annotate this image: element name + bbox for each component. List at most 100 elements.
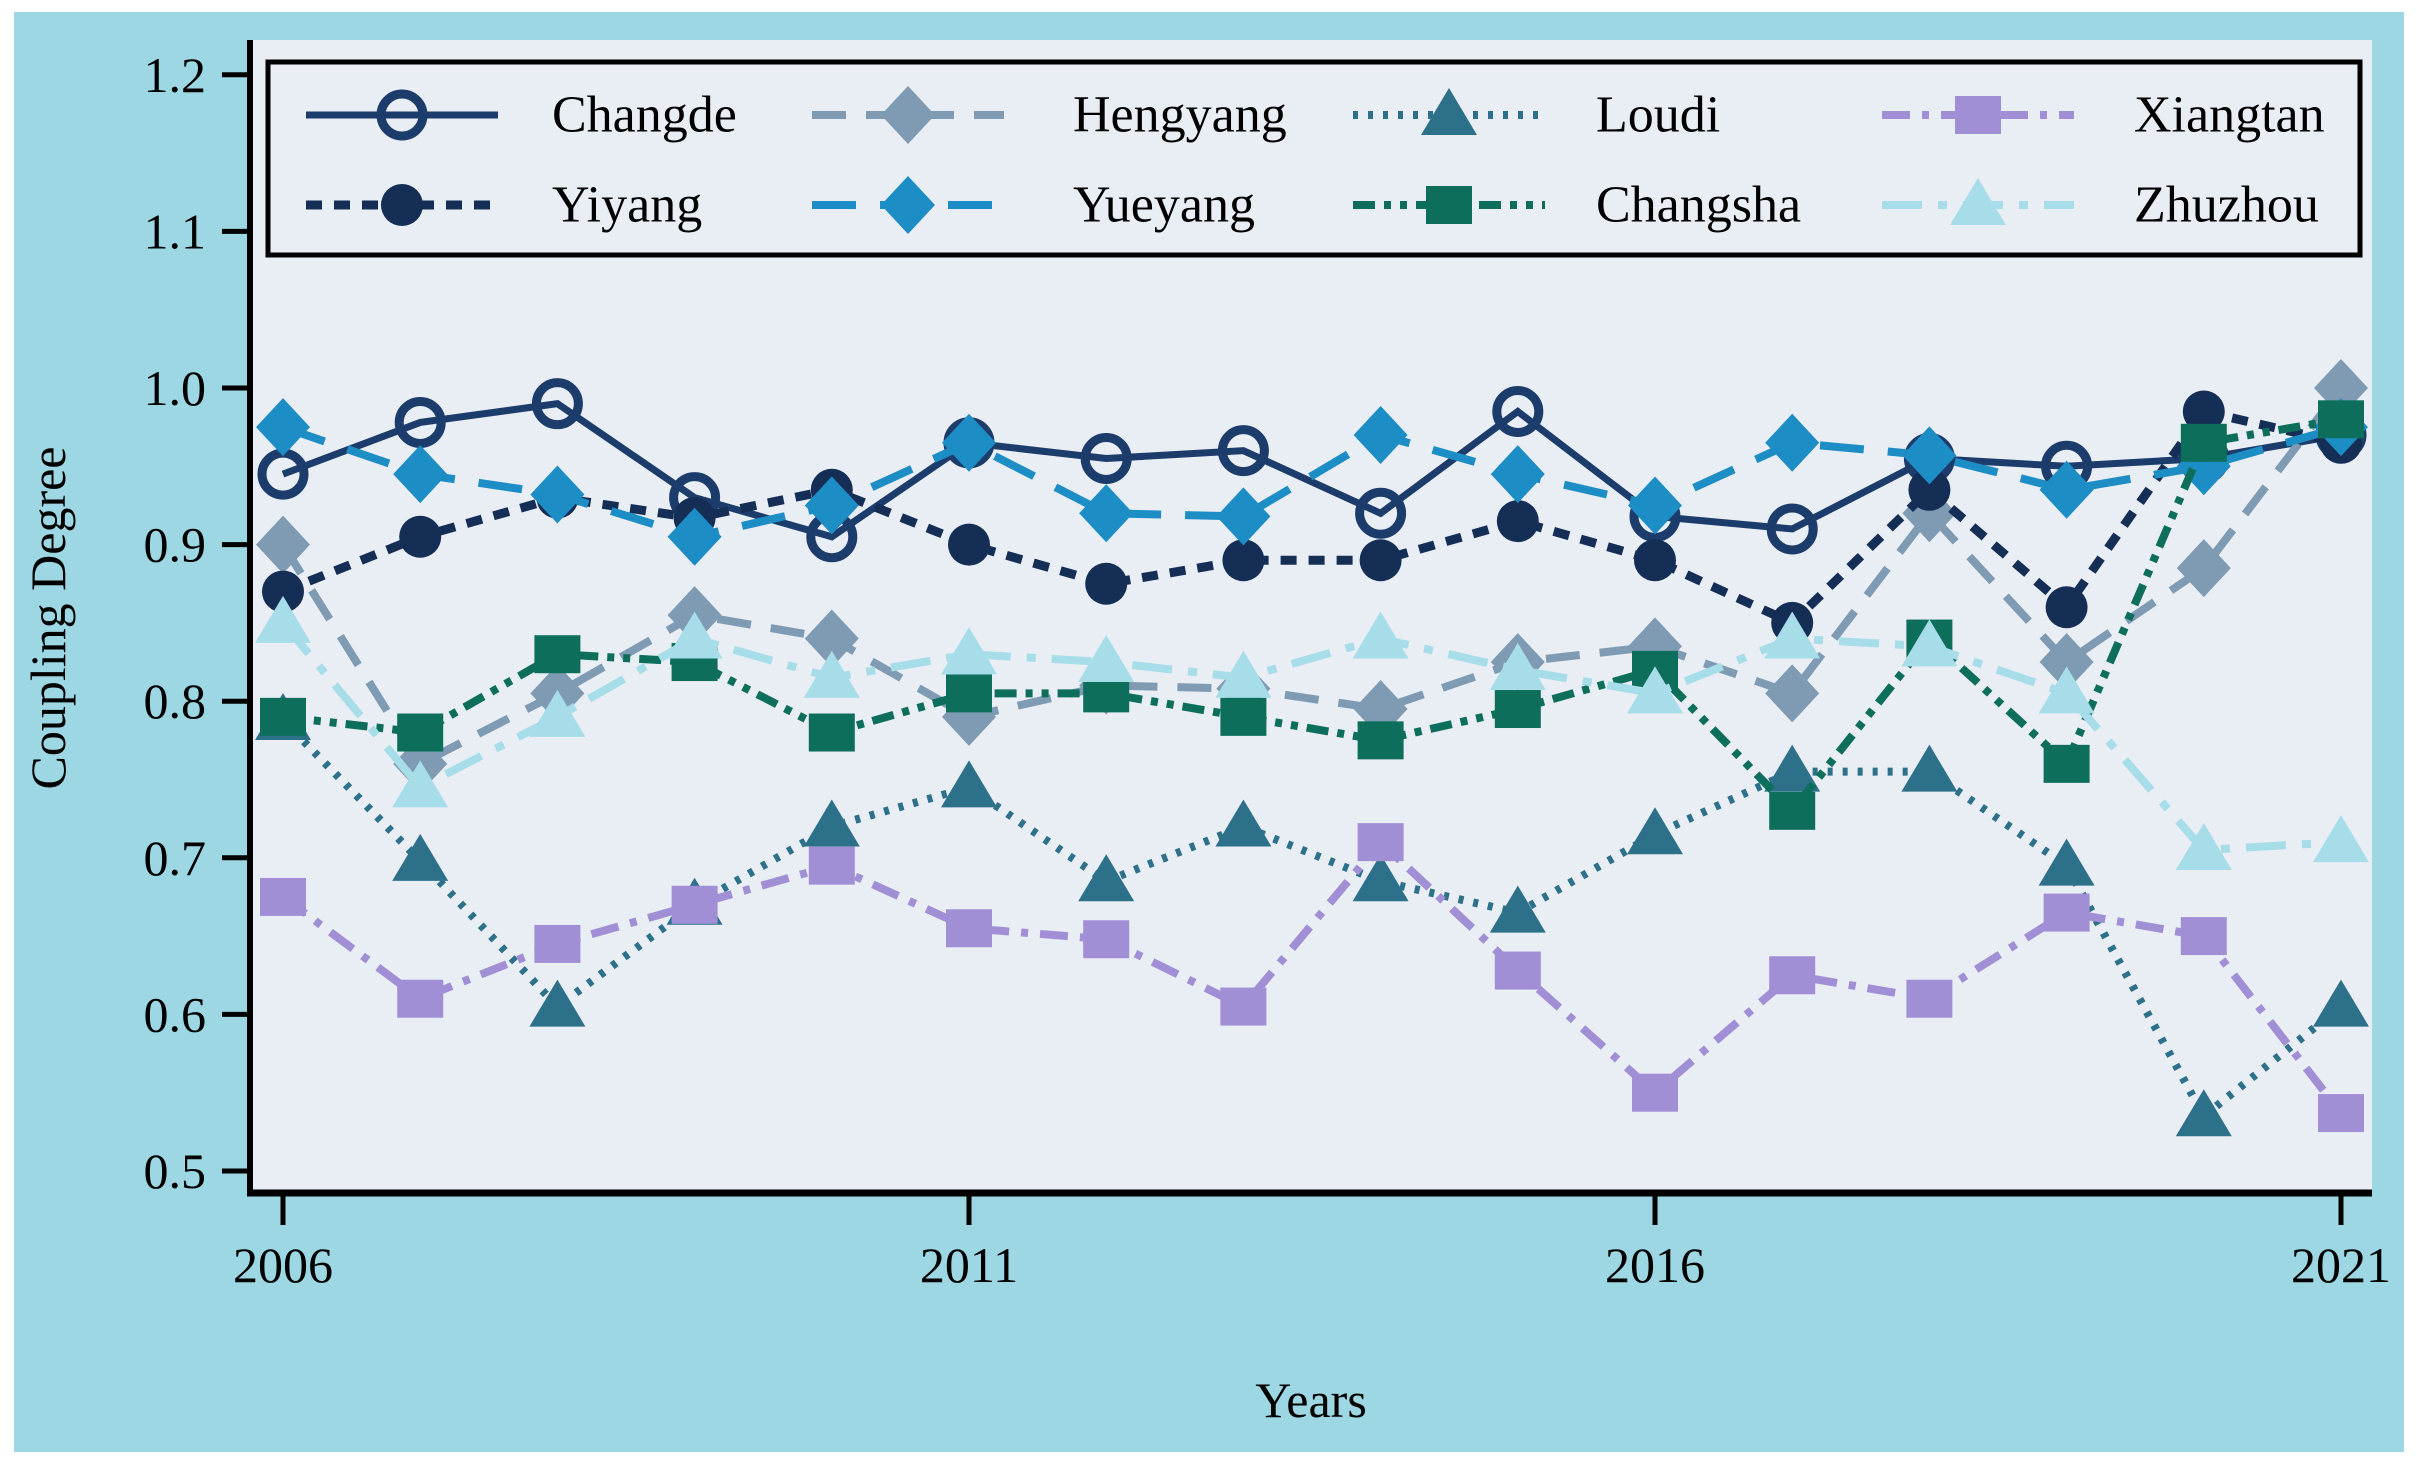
xiangtan-marker-2008	[534, 924, 581, 963]
zhuzhou-marker-2009	[666, 611, 723, 659]
y-tick-label: 0.9	[144, 517, 207, 573]
zhuzhou-marker-2021	[2313, 815, 2369, 863]
y-tick-label: 1.2	[144, 47, 207, 103]
loudi-marker-2011	[941, 760, 997, 808]
zhuzhou-marker-2013	[1215, 650, 1272, 698]
yueyang-marker-2018	[1902, 426, 1957, 485]
changde-marker-2007	[394, 396, 446, 448]
changsha-marker-2006	[260, 697, 306, 736]
loudi-marker-2014	[1352, 854, 1409, 902]
xiangtan-marker-2011	[946, 909, 992, 948]
loudi-marker-2007	[392, 833, 449, 881]
y-tick-label: 0.7	[144, 830, 207, 886]
y-tick-label: 1.0	[144, 360, 207, 416]
series-line-xiangtan	[280, 836, 2345, 1116]
legend-label-yiyang: Yiyang	[552, 177, 702, 234]
hengyang-marker-2019	[2039, 633, 2094, 692]
hengyang-marker-2020	[2176, 539, 2231, 598]
legend-item-loudi: Loudi	[1353, 87, 1720, 144]
series-xiangtan	[260, 823, 2364, 1133]
x-tick-label: 2021	[2291, 1237, 2391, 1293]
legend-item-changsha: Changsha	[1353, 177, 1801, 234]
yiyang-marker-2011	[948, 523, 990, 566]
changsha-marker-2017	[1769, 791, 1816, 830]
zhuzhou-marker-2011	[941, 627, 997, 675]
series-line-zhuzhou	[279, 620, 2342, 855]
y-tick-label: 0.5	[144, 1143, 207, 1199]
legend-marker-changsha	[1426, 186, 1472, 224]
xiangtan-marker-2021	[2318, 1094, 2364, 1133]
zhuzhou-marker-2020	[2175, 822, 2232, 870]
xiangtan-marker-2007	[397, 979, 444, 1018]
yueyang-marker-2013	[1216, 487, 1271, 546]
loudi-marker-2010	[803, 799, 860, 847]
series-line-changde	[281, 400, 2342, 541]
legend-label-changsha: Changsha	[1596, 177, 1801, 234]
zhuzhou-marker-2018	[1901, 619, 1958, 667]
yueyang-marker-2007	[393, 445, 448, 504]
hengyang-marker-2010	[804, 609, 859, 668]
changsha-marker-2019	[2043, 744, 2090, 783]
xiangtan-marker-2010	[808, 846, 855, 885]
loudi-marker-2008	[529, 979, 586, 1027]
yiyang-marker-2018	[1908, 468, 1951, 511]
changde-marker-2015	[1492, 385, 1544, 437]
zhuzhou-marker-2007	[392, 760, 449, 808]
changsha-marker-2013	[1220, 697, 1267, 736]
yiyang-marker-2006	[262, 570, 304, 613]
legend-item-yiyang: Yiyang	[306, 177, 702, 234]
xiangtan-marker-2006	[260, 877, 306, 916]
hengyang-marker-2017	[1765, 664, 1820, 723]
legend-marker-loudi	[1421, 88, 1477, 135]
legend-item-hengyang: Hengyang	[812, 86, 1287, 144]
legend-label-xiangtan: Xiangtan	[2134, 87, 2325, 144]
loudi-marker-2020	[2175, 1089, 2232, 1137]
loudi-marker-2021	[2313, 979, 2369, 1027]
yueyang-marker-2019	[2039, 460, 2094, 519]
loudi-marker-2012	[1078, 854, 1135, 902]
yueyang-marker-2006	[256, 398, 310, 457]
changsha-marker-2014	[1357, 721, 1404, 760]
yueyang-marker-2012	[1079, 484, 1134, 543]
zhuzhou-marker-2006	[255, 595, 311, 643]
loudi-marker-2016	[1627, 807, 1683, 855]
series-line-changsha	[282, 415, 2342, 817]
legend-item-changde: Changde	[306, 87, 737, 144]
legend-item-xiangtan: Xiangtan	[1882, 87, 2325, 144]
zhuzhou-marker-2019	[2038, 666, 2095, 714]
yiyang-marker-2012	[1085, 562, 1128, 605]
legend-label-zhuzhou: Zhuzhou	[2134, 177, 2319, 234]
yueyang-marker-2008	[530, 465, 585, 524]
zhuzhou-marker-2010	[803, 650, 860, 698]
yiyang-marker-2019	[2045, 586, 2088, 629]
legend-marker-yiyang	[381, 184, 423, 226]
legend-item-yueyang: Yueyang	[812, 176, 1255, 234]
legend-box	[265, 59, 2363, 258]
changsha-marker-2007	[397, 713, 444, 752]
yiyang-marker-2007	[399, 515, 442, 558]
yiyang-marker-2013	[1222, 539, 1265, 582]
changde-marker-2013	[1217, 425, 1269, 477]
legend: Changde Hengyang Loudi Xiangtan Yiyang Yueyan…	[265, 59, 2363, 258]
series-zhuzhou	[255, 595, 2369, 870]
changsha-marker-2015	[1494, 690, 1541, 729]
xiangtan-marker-2012	[1083, 920, 1130, 959]
changde-marker-2012	[1080, 432, 1132, 484]
xiangtan-marker-2018	[1906, 979, 1953, 1018]
changde-marker-2008	[531, 378, 583, 430]
legend-label-hengyang: Hengyang	[1073, 87, 1287, 144]
legend-label-yueyang: Yueyang	[1073, 177, 1255, 234]
yueyang-marker-2017	[1765, 413, 1820, 472]
x-axis-title: Years	[1255, 1372, 1367, 1428]
legend-marker-zhuzhou	[1950, 178, 2006, 225]
yiyang-marker-2015	[1496, 500, 1539, 543]
xiangtan-marker-2013	[1220, 987, 1267, 1026]
xiangtan-marker-2009	[671, 885, 718, 924]
legend-marker-hengyang	[881, 86, 935, 144]
zhuzhou-marker-2017	[1764, 611, 1821, 659]
loudi-marker-2019	[2038, 838, 2095, 886]
series-line-yiyang	[281, 406, 2343, 629]
legend-label-changde: Changde	[552, 87, 737, 144]
y-tick-label: 1.1	[144, 203, 207, 259]
